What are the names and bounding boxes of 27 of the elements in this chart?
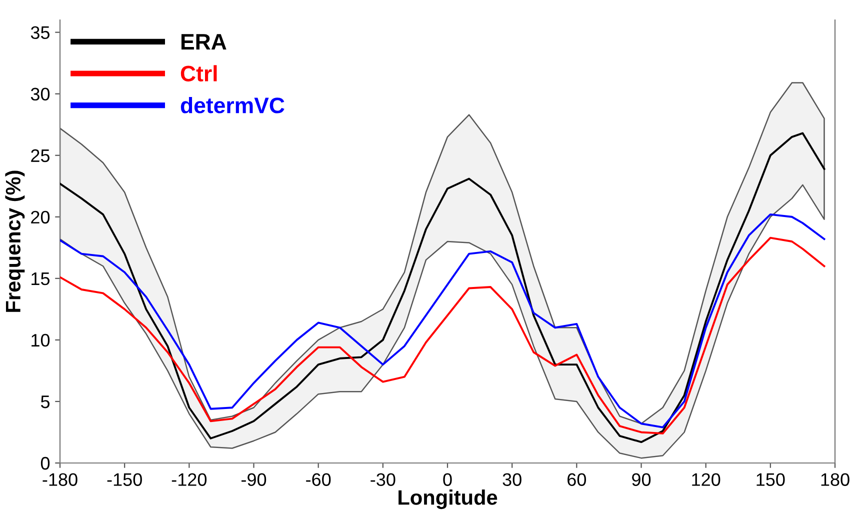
x-tick-label: -30 xyxy=(370,473,396,486)
y-tick-label: 20 xyxy=(31,210,50,224)
y-tick-label: 30 xyxy=(30,88,50,101)
x-tick-label: 60 xyxy=(568,473,586,486)
x-tick-label: -90 xyxy=(242,473,266,486)
x-tick-label: 150 xyxy=(756,473,785,486)
x-tick-label: 120 xyxy=(692,473,720,486)
x-tick-label: -120 xyxy=(172,473,207,486)
x-tick-label: 30 xyxy=(502,473,522,486)
y-tick-label: 35 xyxy=(30,26,50,40)
y-tick-label: 5 xyxy=(40,396,50,408)
y-axis-title: Frequency (%) xyxy=(5,170,25,312)
x-axis-title: Longitude xyxy=(398,490,498,510)
legend-label: Ctrl xyxy=(180,65,217,82)
legend-label: determVC xyxy=(180,96,284,114)
y-tick-label: 10 xyxy=(32,334,50,347)
x-tick-label: -150 xyxy=(107,473,142,486)
y-tick-label: 0 xyxy=(40,456,50,470)
x-tick-label: -60 xyxy=(306,473,331,486)
y-tick-label: 15 xyxy=(32,272,50,286)
y-tick-label: 25 xyxy=(31,149,50,162)
x-tick-label: -180 xyxy=(42,473,78,486)
legend-label: ERA xyxy=(181,34,226,50)
line-series xyxy=(60,132,826,444)
x-tick-label: 90 xyxy=(632,473,651,486)
x-tick-label: 180 xyxy=(821,473,850,486)
x-tick-label: 0 xyxy=(443,473,452,486)
